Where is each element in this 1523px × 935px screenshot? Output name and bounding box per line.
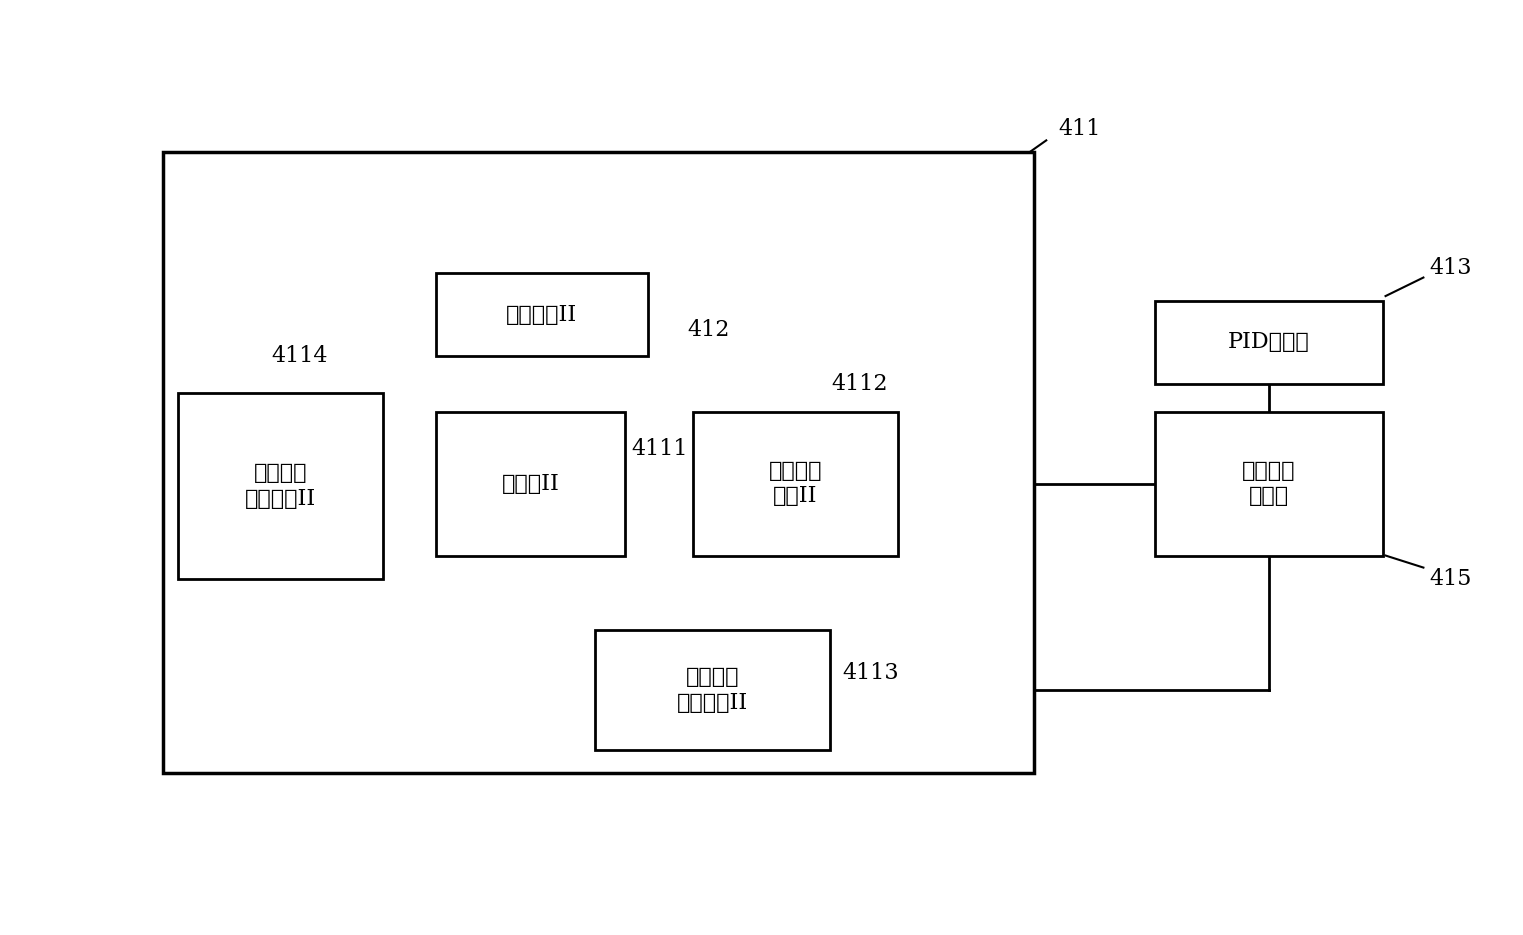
Text: 4114: 4114 xyxy=(271,345,327,367)
Text: 412: 412 xyxy=(687,320,730,341)
Text: 比例驱动
放大器: 比例驱动 放大器 xyxy=(1243,460,1296,508)
Text: 4112: 4112 xyxy=(832,373,888,396)
Text: 报警装置II: 报警装置II xyxy=(506,304,577,325)
Bar xyxy=(1156,301,1383,384)
Bar xyxy=(595,629,830,750)
Bar xyxy=(178,394,382,579)
Text: 415: 415 xyxy=(1430,568,1471,590)
Text: 4111: 4111 xyxy=(632,438,688,460)
Text: 4113: 4113 xyxy=(842,662,899,684)
Bar xyxy=(1156,412,1383,555)
Text: 413: 413 xyxy=(1430,257,1471,280)
Bar xyxy=(436,273,647,356)
Text: 单向导通
装置II: 单向导通 装置II xyxy=(769,460,822,508)
Text: 电流信号
检测装置II: 电流信号 检测装置II xyxy=(676,667,748,713)
Bar xyxy=(436,412,624,555)
Bar xyxy=(693,412,899,555)
Bar xyxy=(163,152,1034,773)
Text: 阈值信号
设定装置II: 阈值信号 设定装置II xyxy=(245,462,317,510)
Text: PID控制器: PID控制器 xyxy=(1228,331,1310,353)
Text: 比较器II: 比较器II xyxy=(501,473,559,495)
Text: 411: 411 xyxy=(1058,118,1101,140)
